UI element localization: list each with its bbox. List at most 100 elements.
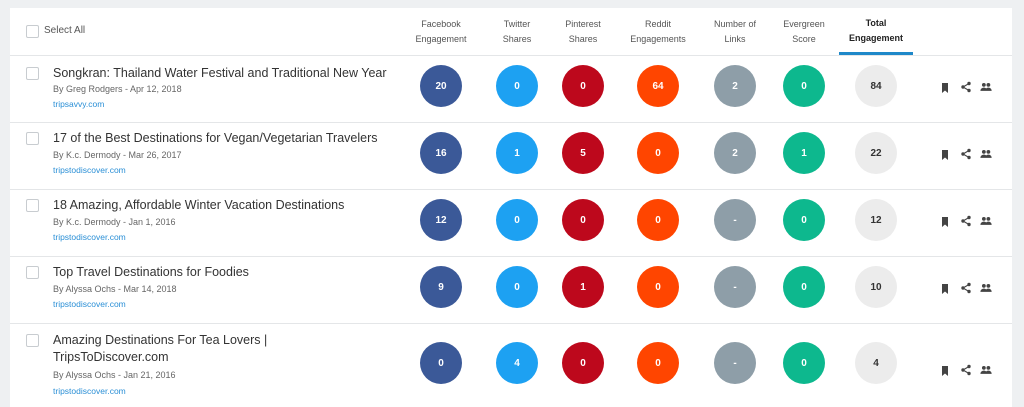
bookmark-icon[interactable]	[939, 365, 951, 377]
article-byline: By Alyssa Ochs - Mar 14, 2018	[53, 284, 177, 294]
number-of-links-badge[interactable]: -	[714, 266, 756, 308]
article-byline: By K.c. Dermody - Jan 1, 2016	[53, 217, 176, 227]
table-row: Amazing Destinations For Tea Lovers | Tr…	[10, 324, 1012, 407]
number-of-links-badge[interactable]: 2	[714, 65, 756, 107]
table-header: Select All Facebook Engagement Twitter S…	[10, 8, 1012, 56]
twitter-shares-badge: 1	[496, 132, 538, 174]
column-header-links[interactable]: Number of Links	[692, 17, 778, 47]
evergreen-score-badge: 1	[783, 132, 825, 174]
reddit-engagements-badge: 0	[637, 132, 679, 174]
number-of-links-badge[interactable]: -	[714, 342, 756, 384]
share-icon[interactable]	[960, 81, 972, 93]
facebook-engagement-badge: 9	[420, 266, 462, 308]
column-header-line: Engagement	[415, 34, 467, 44]
article-byline: By Greg Rodgers - Apr 12, 2018	[53, 84, 182, 94]
article-title[interactable]: 18 Amazing, Affordable Winter Vacation D…	[53, 198, 345, 212]
evergreen-score-badge: 0	[783, 342, 825, 384]
column-header-line: Engagement	[848, 33, 903, 43]
article-title[interactable]: 17 of the Best Destinations for Vegan/Ve…	[53, 131, 378, 145]
article-title[interactable]: Amazing Destinations For Tea Lovers | Tr…	[53, 333, 268, 364]
column-header-line: Evergreen	[783, 19, 825, 29]
pinterest-shares-badge: 0	[562, 199, 604, 241]
table-row: 17 of the Best Destinations for Vegan/Ve…	[10, 123, 1012, 190]
article-title[interactable]: Songkran: Thailand Water Festival and Tr…	[53, 66, 387, 80]
total-engagement-badge: 4	[855, 342, 897, 384]
column-header-line: Score	[792, 34, 816, 44]
table-row: 18 Amazing, Affordable Winter Vacation D…	[10, 190, 1012, 257]
pinterest-shares-badge: 0	[562, 342, 604, 384]
facebook-engagement-badge: 0	[420, 342, 462, 384]
users-icon[interactable]	[980, 364, 992, 376]
select-all-checkbox[interactable]	[26, 25, 39, 38]
total-engagement-badge: 10	[855, 266, 897, 308]
share-icon[interactable]	[960, 215, 972, 227]
column-header-line: Engagements	[630, 34, 686, 44]
row-checkbox[interactable]	[26, 132, 39, 145]
select-all-label[interactable]: Select All	[44, 25, 86, 36]
pinterest-shares-badge: 5	[562, 132, 604, 174]
article-title[interactable]: Top Travel Destinations for Foodies	[53, 265, 249, 279]
share-icon[interactable]	[960, 282, 972, 294]
total-engagement-badge: 84	[855, 65, 897, 107]
column-header-line: Twitter	[503, 19, 531, 29]
article-byline: By Alyssa Ochs - Jan 21, 2016	[53, 370, 176, 380]
row-checkbox[interactable]	[26, 266, 39, 279]
column-header-line: Number of	[713, 19, 757, 29]
column-header-facebook[interactable]: Facebook Engagement	[398, 17, 484, 47]
article-domain[interactable]: tripstodiscover.com	[53, 232, 126, 242]
reddit-engagements-badge: 0	[637, 199, 679, 241]
total-engagement-badge: 22	[855, 132, 897, 174]
facebook-engagement-badge: 12	[420, 199, 462, 241]
users-icon[interactable]	[980, 148, 992, 160]
article-byline: By K.c. Dermody - Mar 26, 2017	[53, 150, 182, 160]
column-header-reddit[interactable]: Reddit Engagements	[615, 17, 701, 47]
row-checkbox[interactable]	[26, 199, 39, 212]
article-domain[interactable]: tripstodiscover.com	[53, 386, 126, 396]
active-sort-indicator	[839, 52, 913, 55]
column-header-line: Links	[724, 34, 746, 44]
results-panel: Select All Facebook Engagement Twitter S…	[10, 8, 1012, 407]
column-header-pinterest[interactable]: Pinterest Shares	[540, 17, 626, 47]
users-icon[interactable]	[980, 215, 992, 227]
total-engagement-badge: 12	[855, 199, 897, 241]
reddit-engagements-badge: 0	[637, 342, 679, 384]
article-domain[interactable]: tripstodiscover.com	[53, 299, 126, 309]
column-header-twitter[interactable]: Twitter Shares	[474, 17, 560, 47]
row-checkbox[interactable]	[26, 67, 39, 80]
bookmark-icon[interactable]	[939, 149, 951, 161]
bookmark-icon[interactable]	[939, 216, 951, 228]
article-domain[interactable]: tripsavvy.com	[53, 99, 105, 109]
column-header-line: Shares	[502, 34, 532, 44]
evergreen-score-badge: 0	[783, 65, 825, 107]
row-checkbox[interactable]	[26, 334, 39, 347]
column-header-total[interactable]: Total Engagement	[833, 16, 919, 46]
pinterest-shares-badge: 1	[562, 266, 604, 308]
share-icon[interactable]	[960, 364, 972, 376]
column-header-line: Reddit	[644, 19, 671, 29]
facebook-engagement-badge: 16	[420, 132, 462, 174]
column-header-line: Shares	[568, 34, 598, 44]
facebook-engagement-badge: 20	[420, 65, 462, 107]
twitter-shares-badge: 4	[496, 342, 538, 384]
reddit-engagements-badge: 64	[637, 65, 679, 107]
evergreen-score-badge: 0	[783, 266, 825, 308]
users-icon[interactable]	[980, 81, 992, 93]
share-icon[interactable]	[960, 148, 972, 160]
bookmark-icon[interactable]	[939, 82, 951, 94]
column-header-evergreen[interactable]: Evergreen Score	[761, 17, 847, 47]
column-header-line: Pinterest	[565, 19, 601, 29]
article-domain[interactable]: tripstodiscover.com	[53, 165, 126, 175]
bookmark-icon[interactable]	[939, 283, 951, 295]
table-row: Songkran: Thailand Water Festival and Tr…	[10, 56, 1012, 123]
users-icon[interactable]	[980, 282, 992, 294]
column-header-line: Total	[865, 18, 887, 28]
number-of-links-badge[interactable]: -	[714, 199, 756, 241]
twitter-shares-badge: 0	[496, 199, 538, 241]
reddit-engagements-badge: 0	[637, 266, 679, 308]
twitter-shares-badge: 0	[496, 65, 538, 107]
twitter-shares-badge: 0	[496, 266, 538, 308]
pinterest-shares-badge: 0	[562, 65, 604, 107]
number-of-links-badge[interactable]: 2	[714, 132, 756, 174]
table-row: Top Travel Destinations for Foodies By A…	[10, 257, 1012, 324]
evergreen-score-badge: 0	[783, 199, 825, 241]
